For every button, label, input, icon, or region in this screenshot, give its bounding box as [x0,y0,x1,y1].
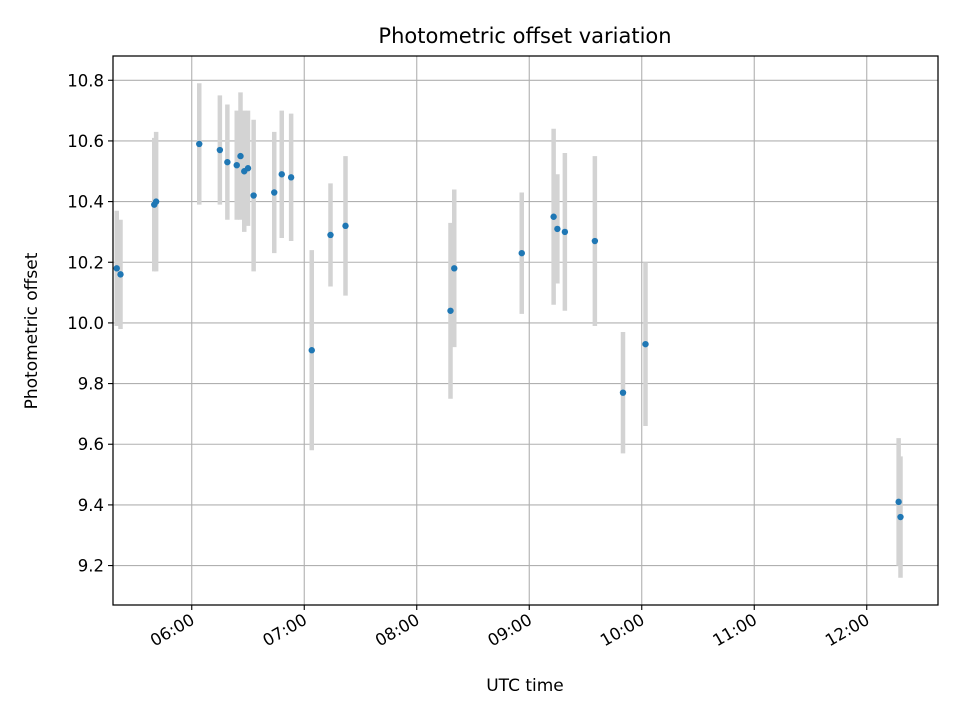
y-axis-ticks: 9.2 9.4 9.6 9.8 10.0 10.2 10.4 10.6 10.8 [67,71,113,576]
data-point [561,228,569,236]
data-point [196,140,203,148]
y-tick-label: 9.2 [78,557,104,576]
data-point [287,174,295,181]
data-point [250,192,257,199]
data-points [113,140,904,521]
data-point [619,389,627,396]
y-tick-label: 10.2 [67,253,104,272]
data-point [308,347,315,354]
data-point [152,198,160,205]
data-point [216,146,224,154]
y-axis-title: Photometric offset [22,252,42,409]
data-point [237,152,244,160]
data-point [233,161,240,169]
data-point [271,189,278,196]
y-tick-label: 10.8 [67,71,104,90]
grid [113,56,938,605]
data-point [327,231,334,239]
data-point [113,265,120,272]
data-point [342,222,349,230]
plot-area-frame [112,55,939,606]
x-axis-title: UTC time [486,676,564,696]
data-point [117,271,124,278]
data-point [642,340,649,348]
data-point [554,225,561,233]
data-point [244,165,252,172]
y-tick-label: 10.6 [67,132,104,151]
data-point [447,307,454,314]
y-tick-label: 9.8 [78,375,104,394]
data-point [224,158,231,166]
y-tick-label: 10.4 [67,193,104,212]
data-point [451,265,458,272]
data-point [895,498,902,506]
data-point [518,249,525,257]
y-tick-label: 9.4 [78,496,104,515]
chart-title: Photometric offset variation [378,24,671,48]
y-tick-label: 10.0 [67,314,104,333]
data-point [550,213,557,220]
y-tick-label: 9.6 [78,435,104,454]
data-point [278,171,285,178]
data-point [591,237,599,245]
data-point [897,513,904,521]
